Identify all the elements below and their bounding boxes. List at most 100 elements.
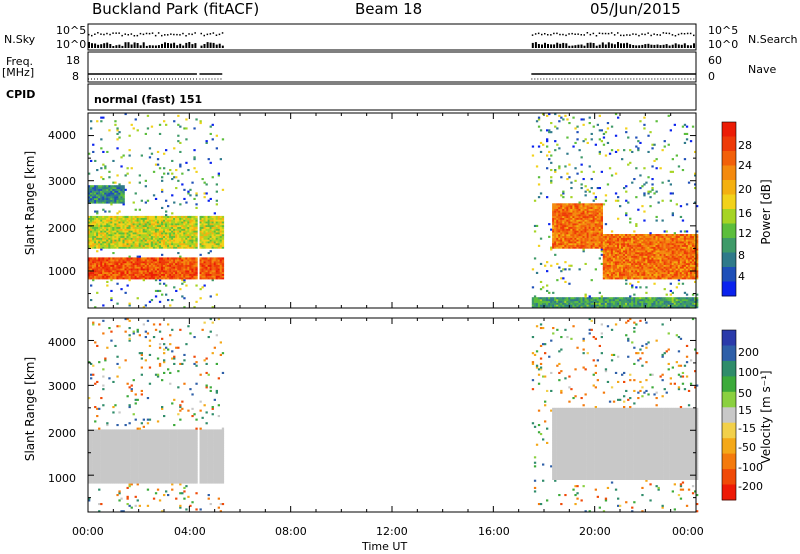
- power-cell: [183, 273, 186, 276]
- power-cell: [539, 262, 543, 265]
- power-cell: [179, 223, 182, 226]
- power-cell: [110, 223, 113, 226]
- power-cell: [177, 262, 180, 265]
- power-cell: [122, 203, 125, 206]
- power-cell: [136, 239, 139, 242]
- power-cell: [96, 120, 99, 123]
- power-cell: [596, 206, 599, 209]
- power-cell: [554, 243, 557, 246]
- power-cell: [576, 235, 579, 238]
- power-cell: [181, 237, 184, 240]
- power-cell: [580, 224, 583, 227]
- power-cell: [637, 147, 640, 150]
- power-cell: [645, 234, 648, 237]
- power-cell: [90, 223, 93, 226]
- power-cell: [163, 261, 166, 264]
- power-cell: [102, 264, 105, 267]
- power-cell: [568, 217, 571, 220]
- power-cell: [556, 235, 559, 238]
- power-cell: [570, 237, 573, 240]
- power-cell: [189, 264, 192, 267]
- power-cell: [120, 188, 123, 191]
- power-cell: [655, 250, 658, 253]
- power-cell: [187, 257, 190, 260]
- power-cell: [110, 217, 113, 220]
- power-cell: [136, 246, 139, 249]
- power-cell: [635, 237, 638, 240]
- power-cell: [623, 271, 626, 274]
- power-cell: [205, 243, 208, 246]
- nsearch-point: [103, 33, 105, 36]
- nsearch-point: [164, 34, 166, 36]
- power-cell: [193, 234, 196, 237]
- power-cell: [556, 210, 559, 213]
- power-cell: [588, 208, 591, 211]
- power-cell: [195, 275, 198, 278]
- power-cell: [140, 273, 143, 276]
- power-cell: [120, 221, 123, 224]
- power-cell: [621, 259, 624, 262]
- power-cell: [181, 241, 184, 244]
- power-cell: [205, 234, 208, 237]
- power-cell: [163, 257, 166, 260]
- power-cell: [104, 199, 107, 202]
- power-cell: [580, 234, 583, 237]
- nsearch-point: [662, 32, 665, 34]
- power-cell: [637, 259, 640, 262]
- power-cell: [612, 239, 616, 242]
- power-cell: [645, 257, 648, 260]
- power-cell: [612, 300, 616, 303]
- power-cell: [161, 266, 164, 269]
- power-cell: [679, 270, 683, 273]
- power-cell: [590, 223, 593, 226]
- power-cell: [570, 215, 573, 218]
- power-cell: [122, 201, 125, 204]
- power-cell: [154, 273, 158, 276]
- power-cell: [171, 212, 174, 215]
- power-cell: [211, 279, 214, 282]
- power-cell: [219, 239, 222, 242]
- power-cell: [116, 228, 119, 231]
- power-cell: [655, 268, 658, 271]
- power-cell: [631, 252, 634, 255]
- power-cell: [558, 167, 561, 170]
- power-cell: [96, 239, 99, 242]
- power-cell: [651, 262, 654, 265]
- power-cell: [92, 215, 95, 218]
- power-cell: [614, 304, 618, 307]
- power-cell: [146, 270, 150, 273]
- power-cell: [132, 221, 135, 224]
- power-cell: [582, 297, 585, 300]
- power-cell: [659, 273, 662, 276]
- power-cell: [578, 235, 581, 238]
- power-cell: [92, 235, 95, 238]
- power-cell: [199, 268, 202, 271]
- power-cell: [173, 275, 176, 278]
- power-cell: [675, 244, 678, 247]
- power-cell: [217, 264, 220, 267]
- power-cell: [562, 205, 565, 208]
- power-cell: [152, 259, 156, 262]
- power-cell: [669, 300, 672, 303]
- power-cell: [671, 299, 674, 302]
- power-cell: [619, 235, 622, 238]
- power-cell: [138, 241, 141, 244]
- power-cell: [116, 257, 119, 260]
- power-cell: [185, 127, 188, 130]
- power-cell: [167, 264, 170, 267]
- power-cell: [663, 234, 666, 237]
- power-cell: [542, 304, 545, 307]
- power-cell: [677, 299, 681, 302]
- power-cell: [142, 273, 145, 276]
- power-cell: [169, 244, 172, 247]
- power-cell: [653, 235, 656, 238]
- power-cell: [126, 270, 129, 273]
- power-cell: [213, 212, 216, 215]
- power-cell: [195, 246, 198, 249]
- power-cell: [167, 270, 170, 273]
- power-cell: [643, 266, 646, 269]
- power-cell: [211, 223, 214, 226]
- power-cell: [556, 208, 559, 211]
- power-cell: [106, 239, 109, 242]
- power-cell: [98, 232, 101, 235]
